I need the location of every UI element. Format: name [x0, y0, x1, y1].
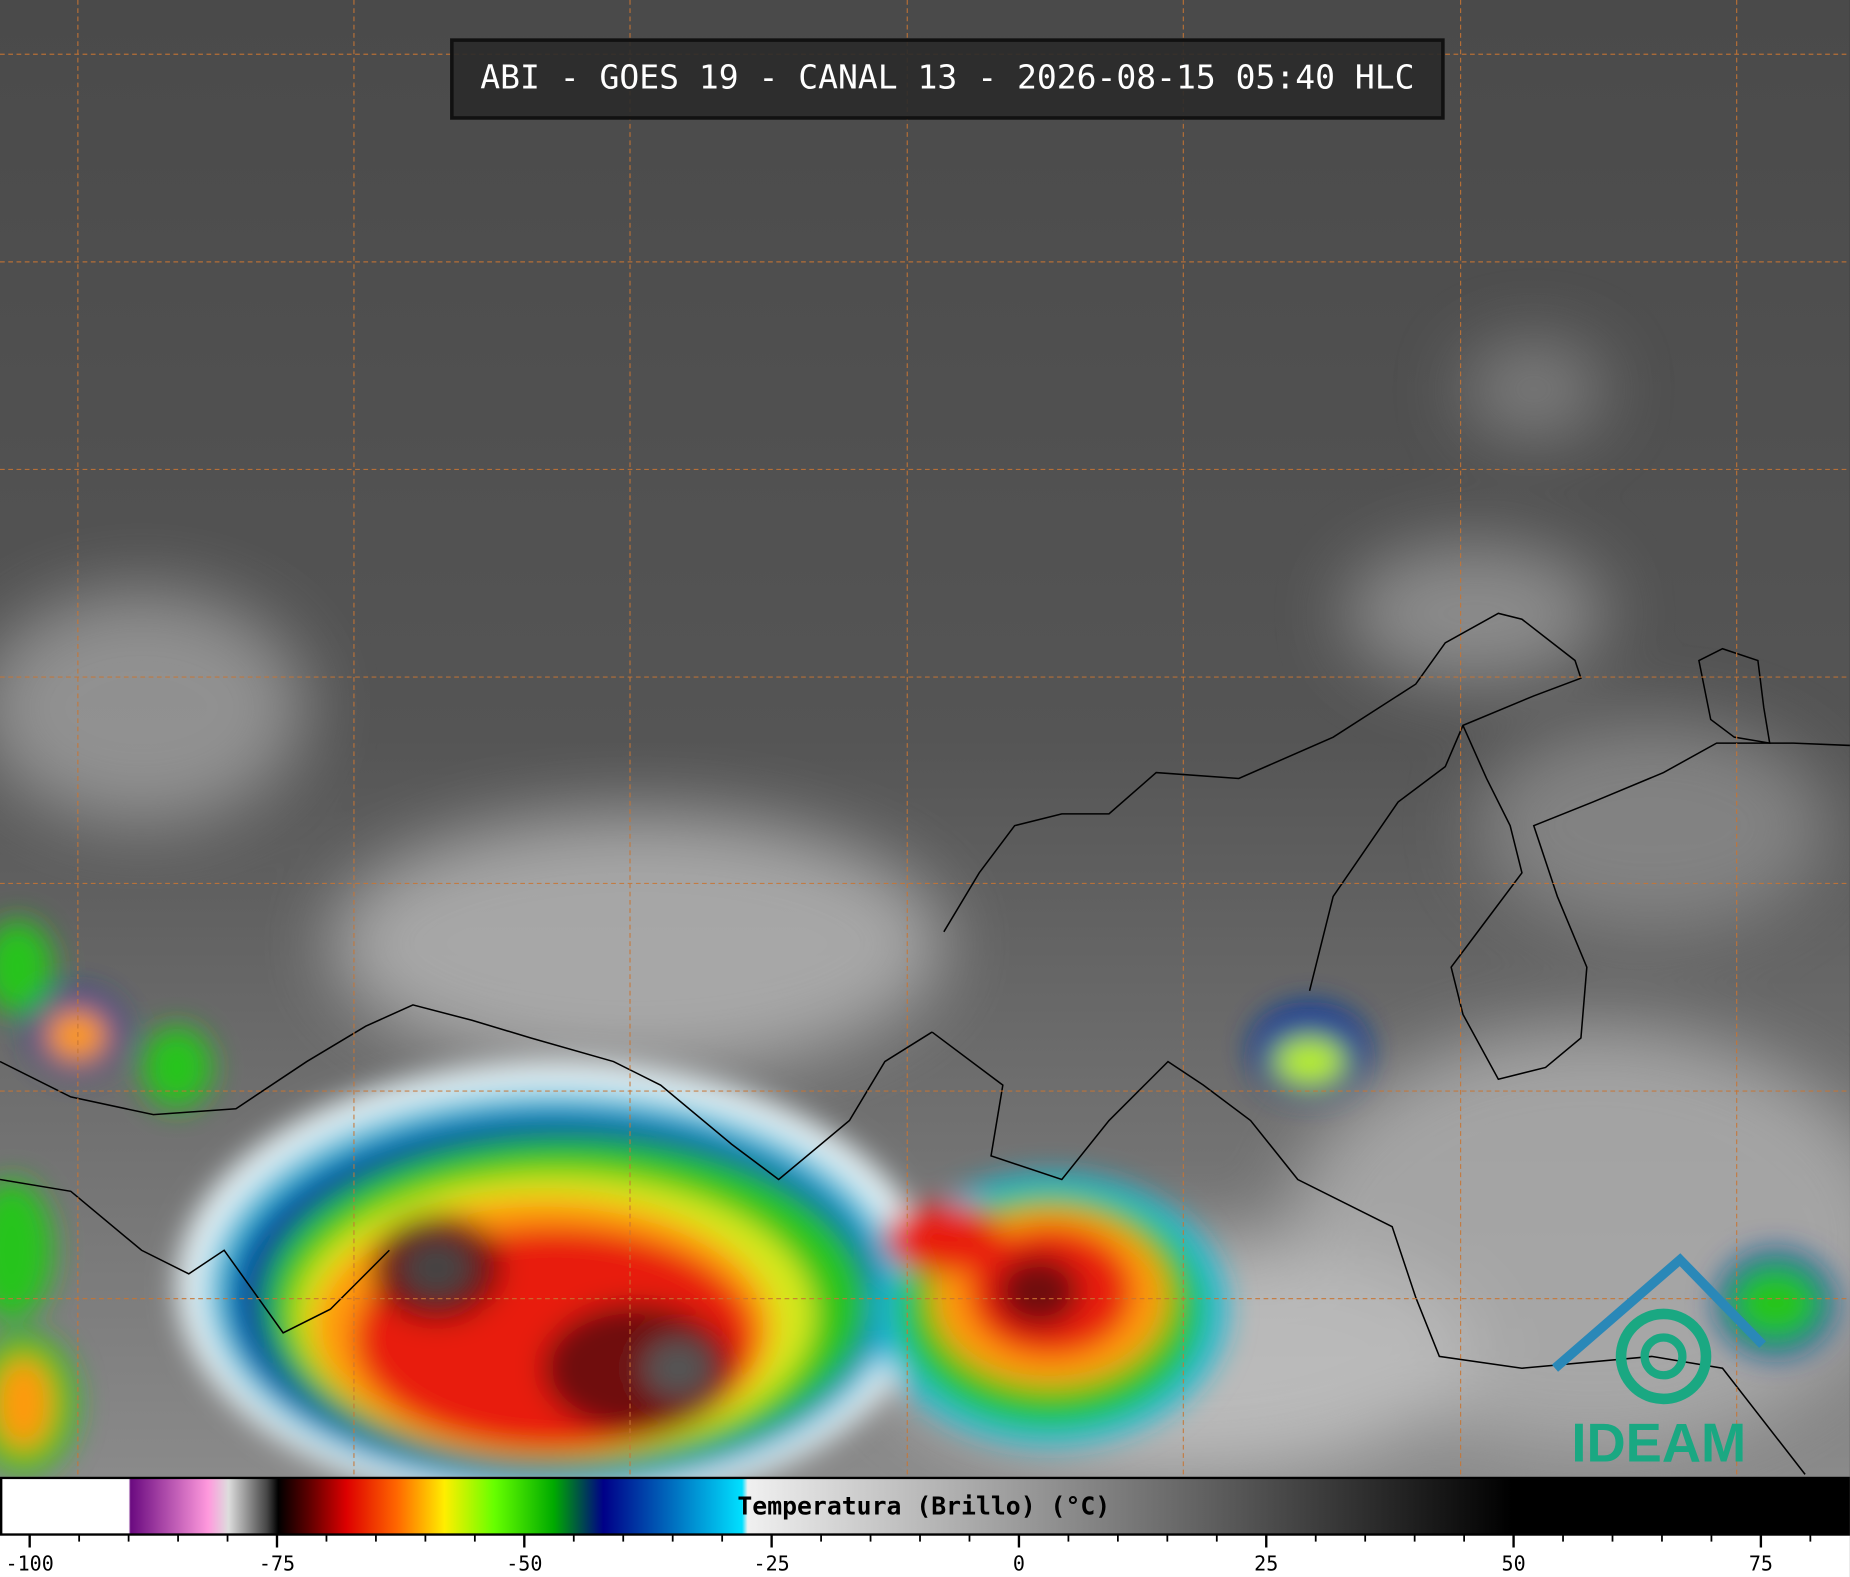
logo-text: IDEAM — [1571, 1414, 1746, 1474]
tick-label: 25 — [1254, 1552, 1278, 1576]
tick-label: -25 — [754, 1552, 790, 1576]
tick-label: 0 — [1013, 1552, 1025, 1576]
colorbar-ticks: -100 -75 -50 -25 0 25 50 75 — [6, 1534, 1812, 1576]
tick-label: -100 — [6, 1552, 54, 1576]
logo-swirl — [1615, 1308, 1712, 1405]
coastlines — [0, 612, 1850, 1475]
tick-label: 50 — [1502, 1552, 1526, 1576]
logo: IDEAM — [1551, 1253, 1767, 1474]
logo-swirl-inner — [1640, 1333, 1687, 1380]
colorbar — [0, 1476, 1850, 1536]
tick-label: -50 — [506, 1552, 542, 1576]
logo-roof — [1551, 1253, 1767, 1372]
title-box — [450, 38, 1445, 120]
colorbar-label: Temperatura (Brillo) (°C) — [737, 1491, 1110, 1520]
tick-label: -75 — [259, 1552, 295, 1576]
title: ABI - GOES 19 - CANAL 13 - 2026-08-15 05… — [480, 58, 1414, 97]
tick-label: 75 — [1749, 1552, 1773, 1576]
convective-clouds — [0, 920, 1835, 1510]
